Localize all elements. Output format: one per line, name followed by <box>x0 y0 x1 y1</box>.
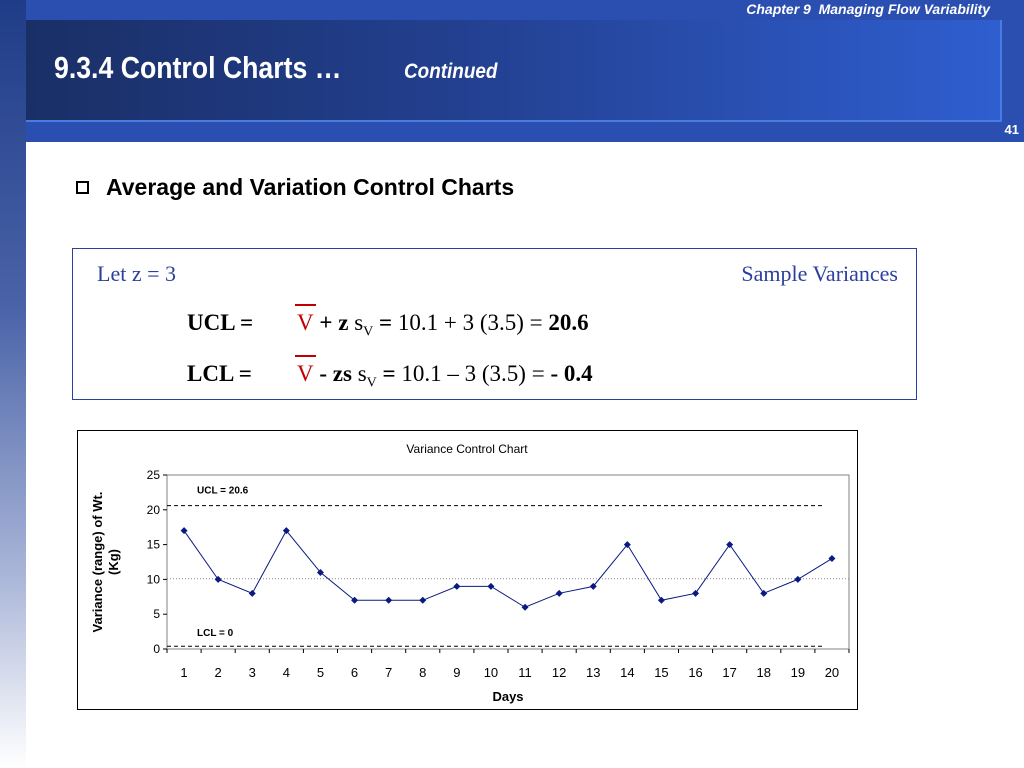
bullet-text: Average and Variation Control Charts <box>106 174 515 200</box>
ucl-v-bar: V <box>295 304 316 335</box>
ucl-result: 20.6 <box>548 310 589 335</box>
data-point <box>248 589 256 597</box>
left-gradient-decoration <box>0 0 26 768</box>
data-point <box>760 589 768 597</box>
x-tick-label: 7 <box>385 665 392 680</box>
lcl-line-label: LCL = 0 <box>197 628 234 639</box>
x-tick-label: 3 <box>249 665 256 680</box>
data-point <box>419 596 427 604</box>
x-tick-label: 15 <box>654 665 668 680</box>
lcl-expr: 10.1 – 3 (3.5) = <box>401 361 551 386</box>
data-point <box>316 568 324 576</box>
formula-sample-variances: Sample Variances <box>741 261 898 286</box>
ucl-sub: V <box>363 324 374 340</box>
y-tick-label: 10 <box>147 572 161 586</box>
ucl-s: s <box>354 310 364 335</box>
data-point <box>794 575 802 583</box>
x-tick-label: 16 <box>688 665 702 680</box>
x-tick-label: 12 <box>552 665 566 680</box>
header-title-panel <box>26 20 1002 122</box>
ucl-label: UCL = <box>187 310 254 335</box>
checkbox-bullet-icon <box>76 181 89 194</box>
x-tick-label: 2 <box>215 665 222 680</box>
lcl-formula: LCL = V - zs sV = 10.1 – 3 (3.5) = - 0.4 <box>187 355 593 392</box>
data-point <box>692 589 700 597</box>
bullet-point: Average and Variation Control Charts <box>76 174 514 201</box>
x-tick-label: 1 <box>180 665 187 680</box>
x-tick-label: 9 <box>453 665 460 680</box>
x-tick-label: 17 <box>722 665 736 680</box>
x-tick-label: 20 <box>825 665 839 680</box>
data-point <box>623 541 631 549</box>
lcl-sub: V <box>366 375 377 391</box>
data-point <box>589 582 597 590</box>
data-point <box>828 555 836 563</box>
data-point <box>351 596 359 604</box>
y-tick-label: 25 <box>147 468 161 482</box>
lcl-eq: = <box>376 361 402 386</box>
slide-title-continued: Continued <box>404 60 498 83</box>
lcl-op: - zs <box>313 361 358 386</box>
x-tick-label: 14 <box>620 665 634 680</box>
slide-title-main: 9.3.4 Control Charts … <box>54 50 342 85</box>
x-axis-label: Days <box>492 689 523 704</box>
x-tick-label: 5 <box>317 665 324 680</box>
lcl-s: s <box>357 361 367 386</box>
data-point <box>282 527 290 535</box>
ucl-op: + z <box>313 310 355 335</box>
data-point <box>180 527 188 535</box>
data-point <box>214 575 222 583</box>
data-point <box>487 582 495 590</box>
x-tick-label: 13 <box>586 665 600 680</box>
x-tick-label: 11 <box>518 665 532 680</box>
slide-title: 9.3.4 Control Charts … Continued <box>54 50 497 86</box>
lcl-label: LCL = <box>187 361 252 386</box>
data-point <box>453 582 461 590</box>
ucl-line-label: UCL = 20.6 <box>197 486 249 497</box>
x-tick-label: 18 <box>757 665 771 680</box>
formula-box: Let z = 3 Sample Variances UCL = V + z sV… <box>72 248 917 400</box>
chart-title: Variance Control Chart <box>406 442 528 456</box>
data-point <box>657 596 665 604</box>
x-tick-label: 6 <box>351 665 358 680</box>
formula-let-z: Let z = 3 <box>97 261 176 286</box>
ucl-eq: = <box>373 310 398 335</box>
lcl-result: - 0.4 <box>550 361 593 386</box>
data-point <box>385 596 393 604</box>
data-point <box>726 541 734 549</box>
ucl-formula: UCL = V + z sV = 10.1 + 3 (3.5) = 20.6 <box>187 304 589 341</box>
variance-control-chart: Variance Control Chart 0 5 10 15 20 25 1 2 3 4 5 6 7 8… <box>77 430 858 710</box>
lcl-v-bar: V <box>295 355 316 386</box>
x-tick-label: 19 <box>791 665 805 680</box>
chapter-label: Chapter 9 Managing Flow Variability <box>746 1 990 17</box>
data-point <box>555 589 563 597</box>
y-tick-label: 0 <box>153 642 160 656</box>
y-tick-label: 15 <box>147 538 161 552</box>
data-point <box>521 603 529 611</box>
ucl-expr: 10.1 + 3 (3.5) = <box>397 310 549 335</box>
x-tick-label: 8 <box>419 665 426 680</box>
y-axis-label: Variance (range) of Wt.(Kg) <box>90 492 121 633</box>
x-tick-label: 4 <box>283 665 290 680</box>
x-tick-label: 10 <box>484 665 498 680</box>
series-line <box>183 529 833 608</box>
y-tick-label: 5 <box>153 607 160 621</box>
page-number: 41 <box>1004 122 1019 137</box>
y-tick-label: 20 <box>147 503 161 517</box>
